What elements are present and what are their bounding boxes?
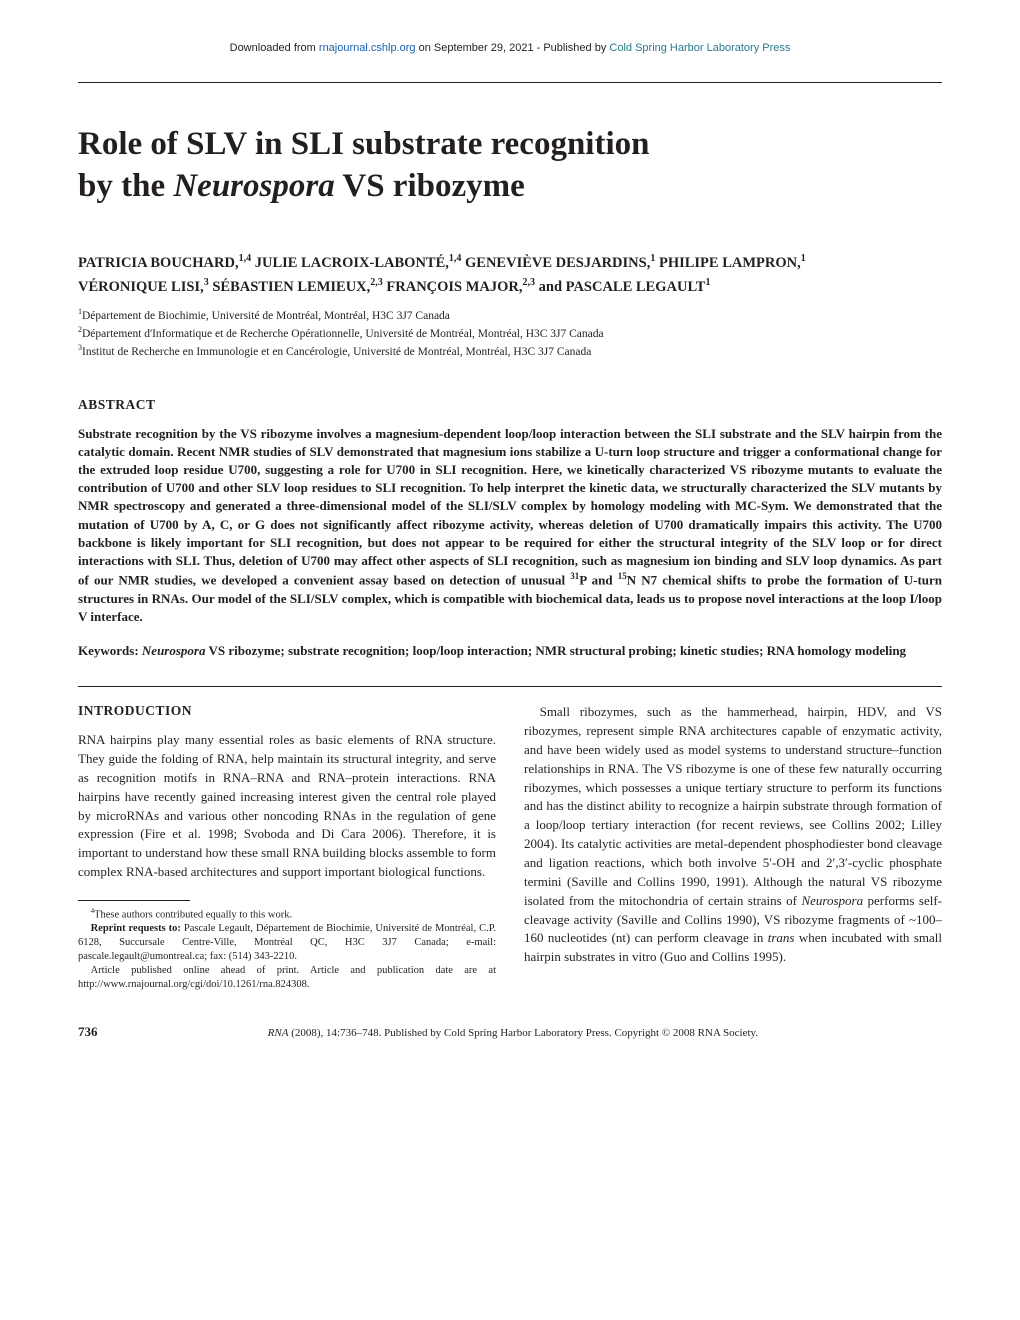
article-title: Role of SLV in SLI substrate recognition… xyxy=(78,123,942,207)
affiliation-2: 2Département d'Informatique et de Recher… xyxy=(78,325,942,342)
title-line1: Role of SLV in SLI substrate recognition xyxy=(78,126,649,162)
top-rule xyxy=(78,82,942,83)
download-prefix: Downloaded from xyxy=(230,42,319,54)
download-middle: on September 29, 2021 - Published by xyxy=(416,42,610,54)
affiliations-block: 1Département de Biochimie, Université de… xyxy=(78,307,942,361)
download-link-journal[interactable]: rnajournal.cshlp.org xyxy=(319,42,416,54)
title-italic-genus: Neurospora xyxy=(173,168,334,204)
footnote-reprint: Reprint requests to: Pascale Legault, Dé… xyxy=(78,922,496,964)
affiliation-1: 1Département de Biochimie, Université de… xyxy=(78,307,942,324)
download-link-publisher[interactable]: Cold Spring Harbor Laboratory Press xyxy=(609,42,790,54)
intro-p2-text: Small ribozymes, such as the hammerhead,… xyxy=(524,703,942,967)
title-line2-pre: by the xyxy=(78,168,173,204)
abstract-body: Substrate recognition by the VS ribozyme… xyxy=(78,425,942,626)
authors-line2: VÉRONIQUE LISI,3 SÉBASTIEN LEMIEUX,2,3 F… xyxy=(78,275,942,299)
page-footer: 736 RNA (2008), 14:736–748. Published by… xyxy=(78,1024,942,1040)
download-banner: Downloaded from rnajournal.cshlp.org on … xyxy=(78,42,942,54)
title-line2-post: VS ribozyme xyxy=(335,168,525,204)
authors-block: PATRICIA BOUCHARD,1,4 JULIE LACROIX-LABO… xyxy=(78,251,942,298)
abstract-heading: ABSTRACT xyxy=(78,397,942,413)
footer-right-spacer xyxy=(928,1027,942,1039)
footnote-rule xyxy=(78,900,190,901)
column-right: Small ribozymes, such as the hammerhead,… xyxy=(524,703,942,991)
intro-paragraph-1: RNA hairpins play many essential roles a… xyxy=(78,731,496,882)
keywords-label: Keywords: xyxy=(78,643,139,658)
page-number: 736 xyxy=(78,1024,98,1040)
body-columns: INTRODUCTION RNA hairpins play many esse… xyxy=(78,703,942,991)
footnotes-block: 4These authors contributed equally to th… xyxy=(78,907,496,992)
footnote-contrib: 4These authors contributed equally to th… xyxy=(78,907,496,922)
keywords-body: Neurospora VS ribozyme; substrate recogn… xyxy=(139,643,906,658)
column-left: INTRODUCTION RNA hairpins play many esse… xyxy=(78,703,496,991)
intro-paragraph-2: Small ribozymes, such as the hammerhead,… xyxy=(524,703,942,967)
introduction-heading: INTRODUCTION xyxy=(78,703,496,719)
footnote-article: Article published online ahead of print.… xyxy=(78,964,496,992)
authors-line1: PATRICIA BOUCHARD,1,4 JULIE LACROIX-LABO… xyxy=(78,251,942,275)
abstract-bottom-rule xyxy=(78,686,942,687)
keywords-block: Keywords: Neurospora VS ribozyme; substr… xyxy=(78,642,942,660)
affiliation-3: 3Institut de Recherche en Immunologie et… xyxy=(78,343,942,360)
footer-citation-text: (2008), 14:736–748. Published by Cold Sp… xyxy=(288,1027,758,1039)
footer-citation: RNA (2008), 14:736–748. Published by Col… xyxy=(98,1027,929,1039)
footer-journal: RNA xyxy=(268,1027,289,1039)
